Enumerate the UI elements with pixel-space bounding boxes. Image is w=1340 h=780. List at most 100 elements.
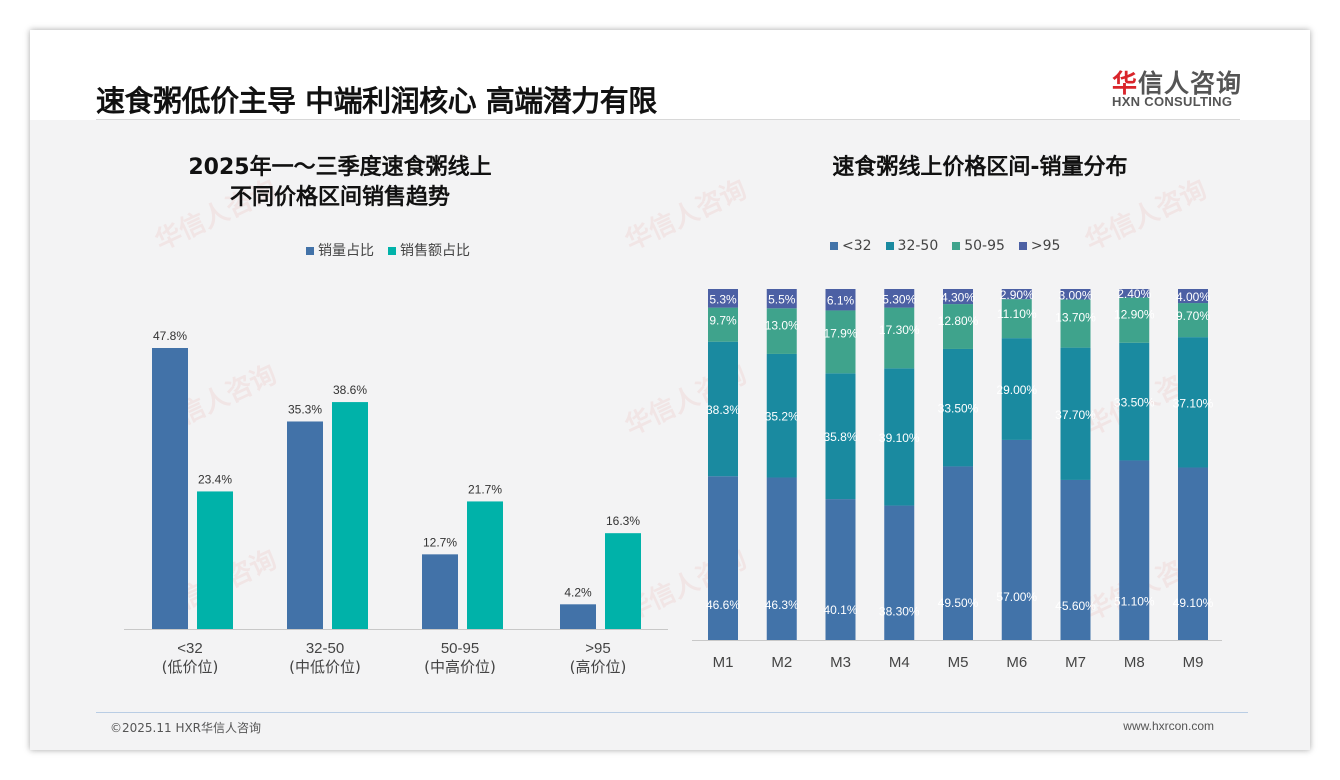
data-label: 12.7%: [423, 535, 457, 549]
x-tick-label: M8: [1124, 654, 1145, 671]
bar-segment-0: [766, 477, 797, 640]
bar-segment-1: [708, 341, 738, 477]
bar-segment-3: [884, 289, 915, 308]
bar-segment-2: [766, 308, 797, 354]
data-label: 46.6%: [706, 598, 740, 612]
x-tick-sublabel: (中高价位): [424, 658, 496, 676]
x-tick-label: M4: [889, 654, 910, 671]
x-tick-label: M3: [830, 654, 851, 671]
data-label: 51.10%: [1114, 595, 1155, 609]
copyright: ©2025.11 HXR华信人咨询: [110, 721, 262, 735]
right-chart-title: 速食粥线上价格区间-销量分布: [832, 155, 1128, 180]
x-tick-label: 32-50: [306, 640, 344, 657]
bar-segment-1: [1119, 342, 1150, 461]
bar-segment-0: [884, 505, 915, 640]
legend-item-amount: 销售额占比: [388, 240, 470, 260]
website: www.hxrcon.com: [1123, 719, 1214, 733]
data-label: 5.3%: [709, 292, 737, 306]
data-label: 46.3%: [765, 598, 799, 612]
data-label: 37.10%: [1173, 396, 1214, 410]
logo: 华信人咨询: [1112, 69, 1243, 98]
bar-segment-3: [1060, 289, 1091, 300]
x-tick-label: >95: [585, 640, 610, 657]
x-tick-label: <32: [177, 640, 202, 657]
data-label: 38.6%: [333, 383, 367, 397]
data-label: 17.30%: [879, 323, 920, 337]
data-label: 11.10%: [997, 307, 1037, 321]
x-tick-label: M9: [1183, 654, 1204, 671]
data-label: 13.70%: [1055, 310, 1096, 324]
data-label: 23.4%: [198, 472, 232, 486]
bar-segment-1: [1060, 347, 1091, 480]
header: 速食粥低价主导 中端利润核心 高端潜力有限 华信人咨询 HXN CONSULTI…: [30, 30, 1310, 120]
data-label: 35.3%: [288, 402, 322, 416]
data-label: 38.30%: [879, 604, 920, 618]
x-tick-sublabel: (高价位): [570, 658, 627, 676]
x-tick-label: M6: [1006, 654, 1027, 671]
bar-segment-1: [884, 368, 915, 506]
x-tick-label: 50-95: [441, 640, 479, 657]
bar-segment-2: [1060, 299, 1091, 348]
bar-segment-2: [708, 307, 738, 342]
data-label: 2.40%: [1117, 287, 1151, 301]
footer-divider: [96, 712, 1248, 713]
data-label: 37.70%: [1055, 408, 1096, 422]
legend-item-50-95: 50-95: [952, 238, 1005, 254]
left-chart-title: 2025年一～三季度速食粥线上 不同价格区间销售趋势: [188, 155, 492, 210]
data-label: 33.50%: [938, 402, 979, 416]
bar-amount: [332, 402, 368, 629]
bar-segment-1: [1178, 337, 1208, 468]
legend-item-gt95: >95: [1018, 238, 1060, 254]
bar-segment-3: [825, 289, 856, 311]
bar-amount: [467, 501, 503, 629]
data-label: 21.7%: [468, 482, 502, 496]
data-label: 9.70%: [1176, 309, 1210, 323]
bar-segment-2: [825, 310, 856, 374]
data-label: 17.9%: [823, 326, 857, 340]
legend-item-32-50: 32-50: [885, 238, 938, 254]
bar-segment-0: [1060, 479, 1091, 640]
x-tick-sublabel: (中低价位): [289, 658, 361, 676]
data-label: 38.3%: [706, 403, 740, 417]
bar-segment-3: [766, 289, 797, 309]
bar-amount: [197, 491, 233, 629]
bar-segment-2: [884, 307, 915, 369]
x-tick-label: M2: [771, 654, 792, 671]
legend-item-lt32: <32: [830, 238, 872, 254]
bar-volume: [152, 348, 188, 629]
data-label: 12.90%: [1114, 307, 1155, 321]
data-label: 9.7%: [709, 314, 737, 328]
data-label: 49.50%: [938, 596, 979, 610]
bar-segment-1: [766, 353, 797, 478]
data-label: 4.00%: [1176, 290, 1210, 304]
bar-segment-1: [943, 348, 973, 467]
data-label: 5.5%: [768, 293, 796, 307]
data-label: 33.50%: [1114, 396, 1155, 410]
divider: [96, 119, 1240, 120]
data-label: 39.10%: [879, 431, 920, 445]
data-label: 3.00%: [1058, 288, 1092, 302]
data-label: 6.1%: [827, 294, 855, 308]
data-label: 40.1%: [823, 603, 857, 617]
data-label: 2.90%: [1000, 288, 1034, 302]
legend-item-volume: 销量占比: [306, 240, 374, 260]
left-chart-legend: 销量占比 销售额占比: [306, 240, 470, 260]
x-tick-label: M5: [948, 654, 969, 671]
x-tick-label: M7: [1065, 654, 1086, 671]
data-label: 4.30%: [941, 291, 975, 305]
x-tick-sublabel: (低价位): [162, 658, 219, 676]
bar-segment-2: [943, 304, 973, 349]
data-label: 5.30%: [882, 292, 916, 306]
bar-segment-0: [1119, 460, 1150, 640]
bar-segment-0: [708, 476, 738, 640]
bar-segment-3: [1119, 289, 1150, 298]
bar-segment-2: [1119, 297, 1150, 343]
bar-volume: [422, 554, 458, 629]
data-label: 45.60%: [1055, 599, 1096, 613]
data-label: 35.8%: [823, 430, 857, 444]
bar-segment-0: [1178, 467, 1208, 640]
data-label: 35.2%: [765, 410, 799, 424]
data-label: 49.10%: [1173, 596, 1214, 610]
data-label: 12.80%: [938, 314, 979, 328]
